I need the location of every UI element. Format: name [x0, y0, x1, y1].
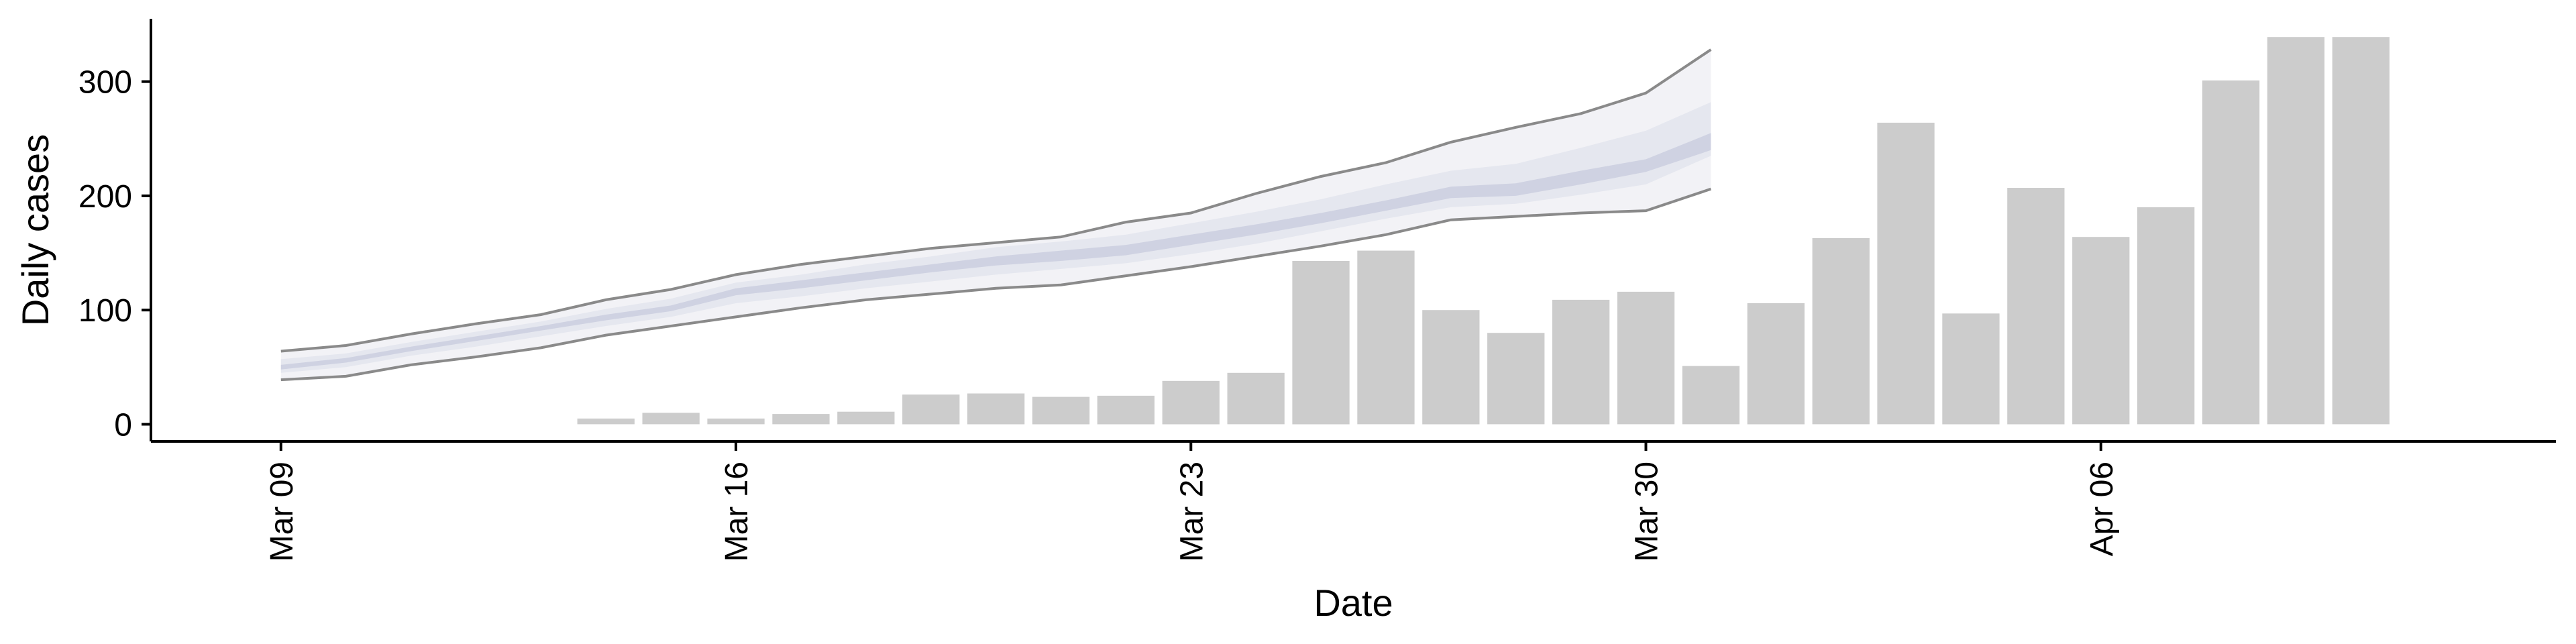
bar-2020-04-07: [2137, 207, 2195, 425]
bar-2020-03-24: [1227, 372, 1285, 425]
bar-2020-03-16: [707, 418, 765, 425]
y-tick-label: 200: [78, 179, 132, 215]
bars-layer: [577, 37, 2390, 425]
bar-2020-04-08: [2202, 80, 2260, 425]
forecast-layer: [280, 48, 1712, 382]
x-tick-label: Mar 09: [264, 462, 300, 561]
bar-2020-03-25: [1292, 261, 1350, 425]
y-axis-label: Daily cases: [14, 134, 56, 326]
bar-2020-04-04: [1942, 313, 2000, 425]
forecast-lower-line: [280, 187, 1712, 382]
x-tick-label: Mar 30: [1629, 462, 1665, 561]
bar-2020-03-26: [1357, 250, 1415, 425]
bar-2020-04-01: [1747, 303, 1805, 425]
axes-layer: [150, 19, 2556, 443]
bar-2020-04-09: [2267, 37, 2325, 425]
bar-2020-03-28: [1487, 333, 1545, 425]
bar-2020-04-02: [1812, 237, 1870, 425]
x-axis-label: Date: [1313, 582, 1393, 624]
bar-2020-03-20: [967, 393, 1025, 425]
forecast-band-90: [280, 50, 1711, 380]
bar-2020-04-06: [2072, 237, 2130, 425]
forecast-band-20: [280, 133, 1711, 370]
bar-2020-03-27: [1422, 310, 1480, 425]
forecast-band-50: [280, 102, 1711, 373]
bar-2020-03-23: [1162, 380, 1220, 425]
y-ticks: 0 100 200 300: [78, 65, 151, 443]
x-tick-label: Apr 06: [2084, 462, 2120, 556]
x-tick-label: Mar 16: [719, 462, 755, 561]
forecast-upper-line: [280, 48, 1712, 353]
bar-2020-04-05: [2007, 188, 2065, 425]
bar-2020-03-17: [772, 414, 830, 425]
bar-2020-03-19: [902, 394, 960, 425]
bar-2020-03-29: [1552, 299, 1610, 425]
bar-2020-03-30: [1617, 291, 1675, 425]
bar-2020-04-10: [2332, 37, 2390, 425]
bar-2020-03-14: [577, 418, 635, 425]
y-tick-label: 300: [78, 65, 132, 101]
y-tick-label: 0: [114, 407, 132, 443]
bar-2020-03-18: [837, 411, 895, 425]
x-ticks: Mar 09 Mar 16 Mar 23 Mar 30 Apr 06: [264, 441, 2120, 561]
x-tick-label: Mar 23: [1174, 462, 1210, 561]
bar-2020-04-03: [1877, 122, 1935, 425]
bar-2020-03-21: [1032, 396, 1090, 425]
bar-2020-03-15: [642, 413, 700, 425]
bar-2020-03-22: [1097, 395, 1155, 425]
y-tick-label: 100: [78, 293, 132, 329]
bar-2020-03-31: [1682, 366, 1740, 425]
